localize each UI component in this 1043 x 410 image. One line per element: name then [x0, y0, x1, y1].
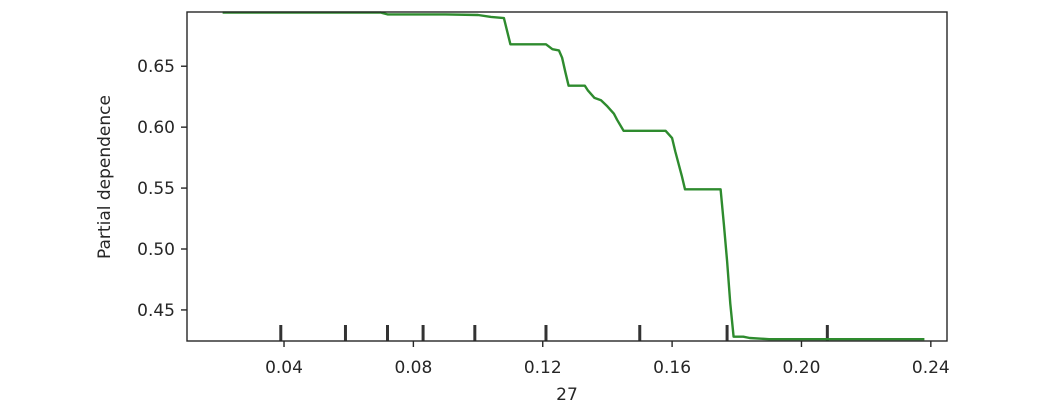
- series-lines: [222, 11, 925, 341]
- x-axis-label: 27: [556, 385, 578, 405]
- x-tick-label: 0.24: [912, 358, 950, 378]
- rug-marks: [279, 325, 829, 341]
- plot-frame: [186, 11, 948, 342]
- x-tick-label: 0.04: [265, 358, 303, 378]
- y-tick-label: 0.45: [137, 301, 175, 321]
- x-axis-ticks: 0.04 0.08 0.12 0.16 0.20 0.24: [265, 341, 950, 378]
- x-tick-label: 0.20: [783, 358, 821, 378]
- y-axis-ticks: 0.45 0.50 0.55 0.60 0.65: [137, 57, 187, 321]
- y-tick-label: 0.50: [137, 240, 175, 260]
- x-tick-label: 0.08: [394, 358, 432, 378]
- x-tick-label: 0.12: [524, 358, 562, 378]
- y-tick-label: 0.60: [137, 118, 175, 138]
- y-axis-label: Partial dependence: [95, 95, 115, 259]
- x-tick-label: 0.16: [653, 358, 691, 378]
- y-tick-label: 0.65: [137, 57, 175, 77]
- y-tick-label: 0.55: [137, 179, 175, 199]
- series-line-0: [222, 11, 925, 341]
